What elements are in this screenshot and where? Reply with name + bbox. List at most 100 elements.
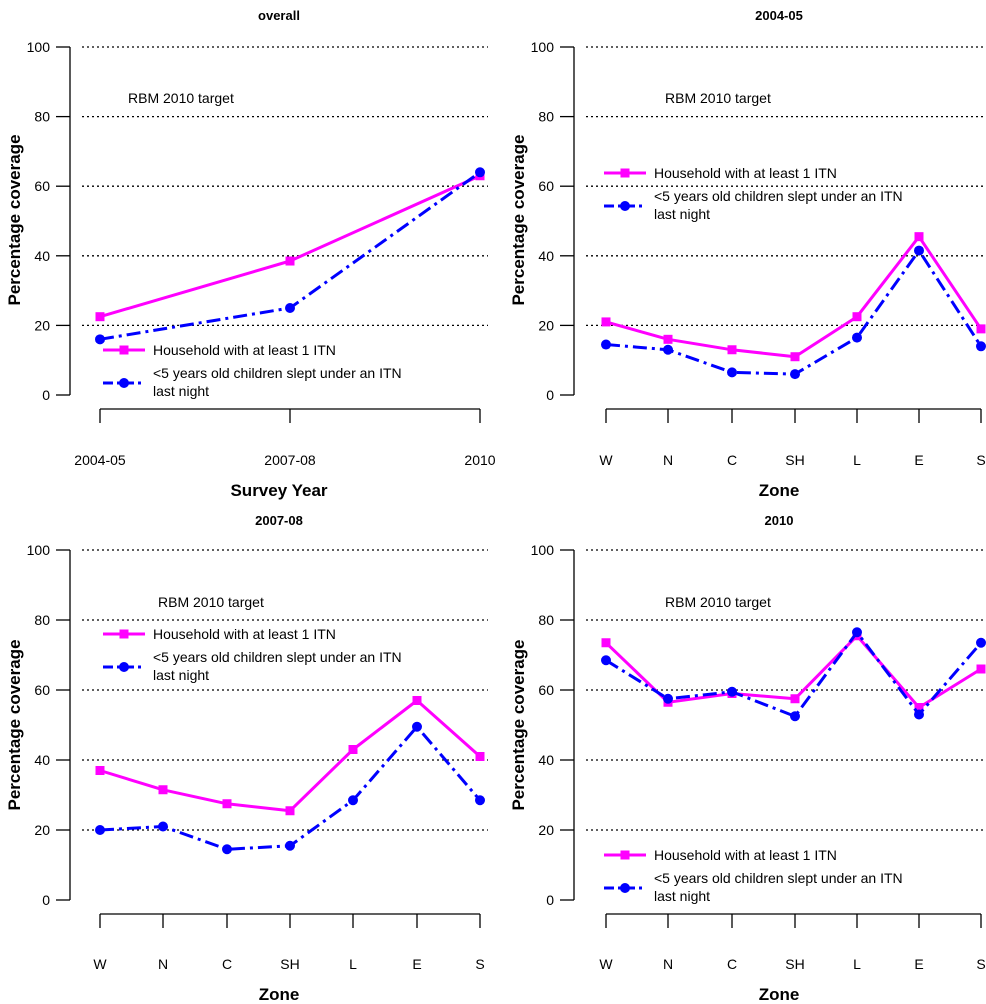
household-point [412, 696, 422, 705]
household-point [914, 232, 924, 242]
household-point [914, 703, 924, 712]
legend-marker-household [119, 629, 129, 639]
children-point [412, 721, 422, 732]
legend: Household with at least 1 ITN <5 years ol… [103, 626, 402, 683]
panel-title: 2004-05 [755, 8, 803, 23]
legend-marker-household [119, 345, 129, 355]
household-point [976, 324, 986, 334]
x-tick-label: 2007-08 [264, 452, 316, 468]
series-line-0 [99, 174, 481, 319]
y-tick-label: 100 [27, 39, 51, 55]
children-point [663, 344, 673, 355]
household-point [95, 766, 105, 775]
y-tick-label: 60 [34, 178, 50, 194]
y-tick-label: 20 [538, 317, 554, 333]
x-tick-label: C [727, 956, 737, 972]
children-point [663, 693, 673, 704]
x-tick-label: SH [280, 956, 299, 972]
y-tick-label: 80 [538, 612, 554, 628]
children-point [158, 821, 168, 832]
y-tick-label: 80 [34, 109, 50, 125]
legend: Household with at least 1 ITN <5 years ol… [604, 165, 903, 222]
legend-marker-children [119, 662, 129, 672]
y-tick-label: 60 [538, 178, 554, 194]
series-line-0 [605, 235, 983, 359]
x-tick-label: S [475, 956, 484, 972]
y-axis-label: Percentage coverage [5, 134, 24, 305]
legend: Household with at least 1 ITN <5 years ol… [604, 847, 903, 904]
legend-label-household: Household with at least 1 ITN [654, 165, 837, 181]
target-label: RBM 2010 target [665, 594, 771, 610]
y-tick-label: 0 [546, 892, 554, 908]
x-tick-label: SH [785, 452, 804, 468]
x-tick-label: L [853, 452, 861, 468]
household-point [727, 345, 737, 355]
children-point [852, 627, 862, 638]
children-point [285, 840, 295, 851]
y-tick-label: 40 [538, 752, 554, 768]
x-tick-label: 2010 [464, 452, 495, 468]
legend-label-children: <5 years old children slept under an ITN… [654, 188, 903, 222]
x-tick-label: S [976, 452, 985, 468]
x-axis-label: Zone [259, 985, 300, 1004]
y-tick-label: 60 [538, 682, 554, 698]
y-axis-label: Percentage coverage [509, 639, 528, 810]
legend-label-household: Household with at least 1 ITN [153, 342, 336, 358]
panel-title: 2010 [765, 513, 794, 528]
children-point [222, 844, 232, 855]
x-tick-label: L [853, 956, 861, 972]
y-tick-label: 0 [546, 387, 554, 403]
children-point [348, 795, 358, 806]
household-point [852, 312, 862, 322]
x-axis-label: Zone [759, 985, 800, 1004]
household-point [285, 256, 295, 266]
legend-label-household: Household with at least 1 ITN [654, 847, 837, 863]
y-tick-label: 80 [34, 612, 50, 628]
y-tick-label: 80 [538, 109, 554, 125]
children-point [914, 709, 924, 720]
y-tick-label: 40 [34, 248, 50, 264]
children-point [95, 825, 105, 835]
series-line-0 [99, 699, 481, 813]
y-tick-label: 20 [538, 822, 554, 838]
household-point [790, 694, 800, 704]
x-tick-label: N [158, 956, 168, 972]
y-tick-label: 100 [531, 39, 555, 55]
legend-label-household: Household with at least 1 ITN [153, 626, 336, 642]
household-point [601, 638, 611, 648]
children-point [601, 655, 611, 666]
y-tick-label: 0 [42, 892, 50, 908]
y-tick-label: 20 [34, 822, 50, 838]
x-tick-label: N [663, 452, 673, 468]
chart-panel-3: 2010 0 20 40 60 80 100 W N C SH L E S Zone Percentage c… [509, 513, 986, 1004]
children-point [727, 686, 737, 697]
x-axis-label: Survey Year [230, 481, 327, 500]
legend-marker-children [119, 378, 129, 388]
target-label: RBM 2010 target [158, 594, 264, 610]
x-tick-label: 2004-05 [74, 452, 126, 468]
y-tick-label: 20 [34, 317, 50, 333]
children-point [727, 367, 737, 378]
household-point [285, 806, 295, 816]
x-tick-label: E [914, 956, 923, 972]
chart-panel-1: 2004-05 0 20 40 60 80 100 W N C SH L E S Zone Percentag… [509, 8, 986, 500]
children-point [601, 339, 611, 350]
target-label: RBM 2010 target [665, 90, 771, 106]
x-tick-label: L [349, 956, 357, 972]
x-tick-label: W [599, 452, 613, 468]
panel-title: 2007-08 [255, 513, 303, 528]
y-tick-label: 100 [27, 542, 51, 558]
target-label: RBM 2010 target [128, 90, 234, 106]
household-point [663, 334, 673, 344]
children-point [976, 637, 986, 648]
children-point [790, 711, 800, 722]
x-tick-label: C [727, 452, 737, 468]
children-point [285, 303, 295, 313]
chart-panel-2: 2007-08 0 20 40 60 80 100 W N C SH L E S Zone Percentag… [5, 513, 488, 1004]
x-tick-label: N [663, 956, 673, 972]
y-axis-label: Percentage coverage [509, 134, 528, 305]
x-tick-label: W [599, 956, 613, 972]
household-point [601, 317, 611, 327]
children-point [95, 334, 105, 345]
household-point [976, 664, 986, 674]
